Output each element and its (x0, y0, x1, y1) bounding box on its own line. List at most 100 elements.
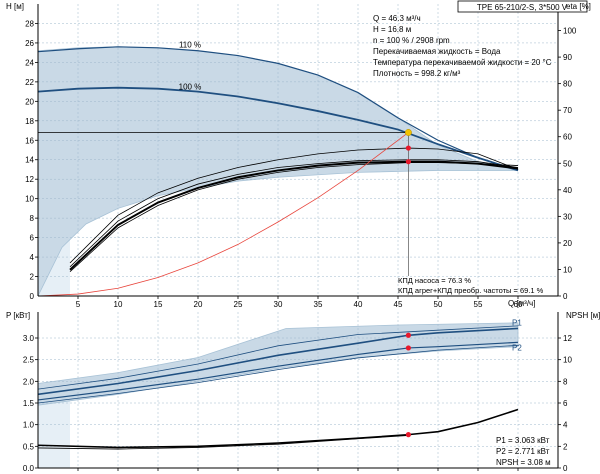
head-series-110- (38, 46, 519, 172)
head-y2tick-label: 60 (563, 133, 572, 142)
model-label: TPE 65-210/2-S, 3*500 V (477, 3, 568, 12)
info-unit-efficiency: КПД агрег+КПД преобр. частоты = 69.1 % (398, 286, 544, 295)
npsh-axis-title: NPSH [м] (566, 311, 600, 320)
power-series-4 (38, 408, 519, 449)
head-origin-label: 0 (30, 292, 35, 301)
info-liquid: Перекачиваемая жидкость = Вода (373, 47, 501, 56)
head-series-5 (69, 162, 519, 272)
model-label-box (457, 0, 588, 13)
head-y2tick-label: 10 (563, 265, 572, 274)
power-y2tick-label: 0 (563, 464, 568, 473)
series-label-p1: P1 (512, 318, 522, 327)
info-flow: Q = 46.3 м³/ч (373, 14, 421, 23)
power-series-p2 (38, 341, 519, 401)
head-y2tick-label: 0 (563, 292, 568, 301)
info-p2: P2 = 2.771 кВт (496, 447, 550, 456)
head-series-6 (38, 132, 409, 296)
power-series-3 (38, 344, 519, 404)
info-p1: P1 = 3.063 кВт (496, 436, 550, 445)
head-ytick-label: 24 (25, 58, 34, 67)
curve-label-110: 110 % (179, 41, 201, 50)
head-marker-0 (405, 145, 411, 151)
efficiency-info-block: КПД насоса = 76.3 % КПД агрег+КПД преобр… (398, 276, 544, 295)
power-ytick-label: 0.0 (23, 464, 35, 473)
info-head: H = 16.8 м (373, 25, 411, 34)
head-xtick-label: 10 (114, 300, 123, 309)
power-marker-0 (405, 332, 411, 338)
power-left-light-region (38, 383, 70, 468)
head-efficiency-panel: 2468101214161820222426280102030405060708… (25, 4, 577, 309)
flow-axis-title: Q [м³/ч] (508, 299, 535, 308)
power-ytick-label: 2.5 (23, 356, 35, 365)
power-npsh-panel: 0.0 0.5 1.0 1.5 2.0 2.5 3.0 0 2 4 6 8 10 12 P1 P2 (23, 312, 572, 473)
power-y2tick-label: 12 (563, 334, 572, 343)
power-marker-1 (405, 345, 411, 351)
power-y2tick-label: 6 (563, 399, 568, 408)
head-ytick-label: 14 (25, 156, 34, 165)
head-y2tick-label: 100 (563, 27, 577, 36)
operating-point (404, 129, 412, 136)
info-speed: n = 100 % / 2908 rpm (373, 36, 450, 45)
head-xtick-label: 25 (234, 300, 243, 309)
head-ytick-label: 28 (25, 19, 34, 28)
efficiency-axis-title: eta [%] (566, 2, 591, 11)
head-ytick-label: 2 (30, 273, 35, 282)
head-xtick-label: 40 (354, 300, 363, 309)
head-y2tick-label: 30 (563, 212, 572, 221)
head-y2tick-label: 50 (563, 159, 572, 168)
power-info-block: P1 = 3.063 кВт P2 = 2.771 кВт NPSH = 3.0… (496, 436, 551, 467)
info-pump-efficiency: КПД насоса = 76.3 % (398, 276, 471, 285)
power-y2tick-label: 4 (563, 421, 568, 430)
head-series-4 (69, 160, 519, 271)
head-ytick-label: 18 (25, 117, 34, 126)
power-y2tick-label: 8 (563, 377, 568, 386)
head-xtick-label: 45 (394, 300, 403, 309)
head-series-3 (69, 159, 519, 268)
power-series-2 (38, 325, 519, 390)
power-y2tick-label: 2 (563, 442, 568, 451)
head-xtick-label: 15 (154, 300, 163, 309)
head-y2tick-label: 80 (563, 80, 572, 89)
head-ytick-label: 4 (30, 253, 35, 262)
head-ytick-label: 6 (30, 234, 35, 243)
head-xtick-label: 35 (314, 300, 323, 309)
head-axis-title: H [м] (6, 2, 24, 11)
power-ytick-label: 3.0 (23, 334, 35, 343)
head-xtick-label: 5 (76, 300, 81, 309)
power-marker-2 (405, 432, 411, 438)
power-series-5 (38, 435, 409, 450)
head-ytick-label: 12 (25, 175, 34, 184)
power-series-p1 (38, 327, 519, 396)
head-series-2 (69, 147, 519, 264)
head-ytick-label: 20 (25, 97, 34, 106)
head-y2tick-label: 70 (563, 106, 572, 115)
power-ytick-label: 1.5 (23, 399, 35, 408)
power-axis-title: P [кВт] (6, 311, 30, 320)
head-ytick-label: 26 (25, 39, 34, 48)
info-density: Плотность = 998.2 кг/м³ (373, 69, 461, 78)
head-xtick-label: 30 (274, 300, 283, 309)
head-xtick-label: 60 (514, 300, 523, 309)
head-ytick-label: 10 (25, 195, 34, 204)
head-y2tick-label: 20 (563, 239, 572, 248)
power-ytick-label: 0.5 (23, 442, 35, 451)
power-ytick-label: 2.0 (23, 377, 35, 386)
info-temperature: Температура перекачиваемой жидкости = 20… (373, 58, 552, 67)
head-ytick-label: 16 (25, 136, 34, 145)
power-ytick-label: 1.0 (23, 421, 35, 430)
info-npsh: NPSH = 3.08 м (496, 458, 551, 467)
duty-info-block: Q = 46.3 м³/ч H = 16.8 м n = 100 % / 290… (373, 14, 552, 78)
head-ytick-label: 8 (30, 214, 35, 223)
head-xtick-label: 20 (194, 300, 203, 309)
head-xtick-label: 50 (434, 300, 443, 309)
series-label-p2: P2 (512, 343, 522, 352)
head-series-100- (38, 86, 519, 172)
head-marker-1 (405, 159, 411, 165)
head-y2tick-label: 40 (563, 186, 572, 195)
curve-label-100: 100 % (179, 83, 202, 92)
head-xtick-label: 55 (474, 300, 483, 309)
head-y2tick-label: 90 (563, 53, 572, 62)
head-ytick-label: 22 (25, 78, 34, 87)
power-y2tick-label: 10 (563, 356, 572, 365)
